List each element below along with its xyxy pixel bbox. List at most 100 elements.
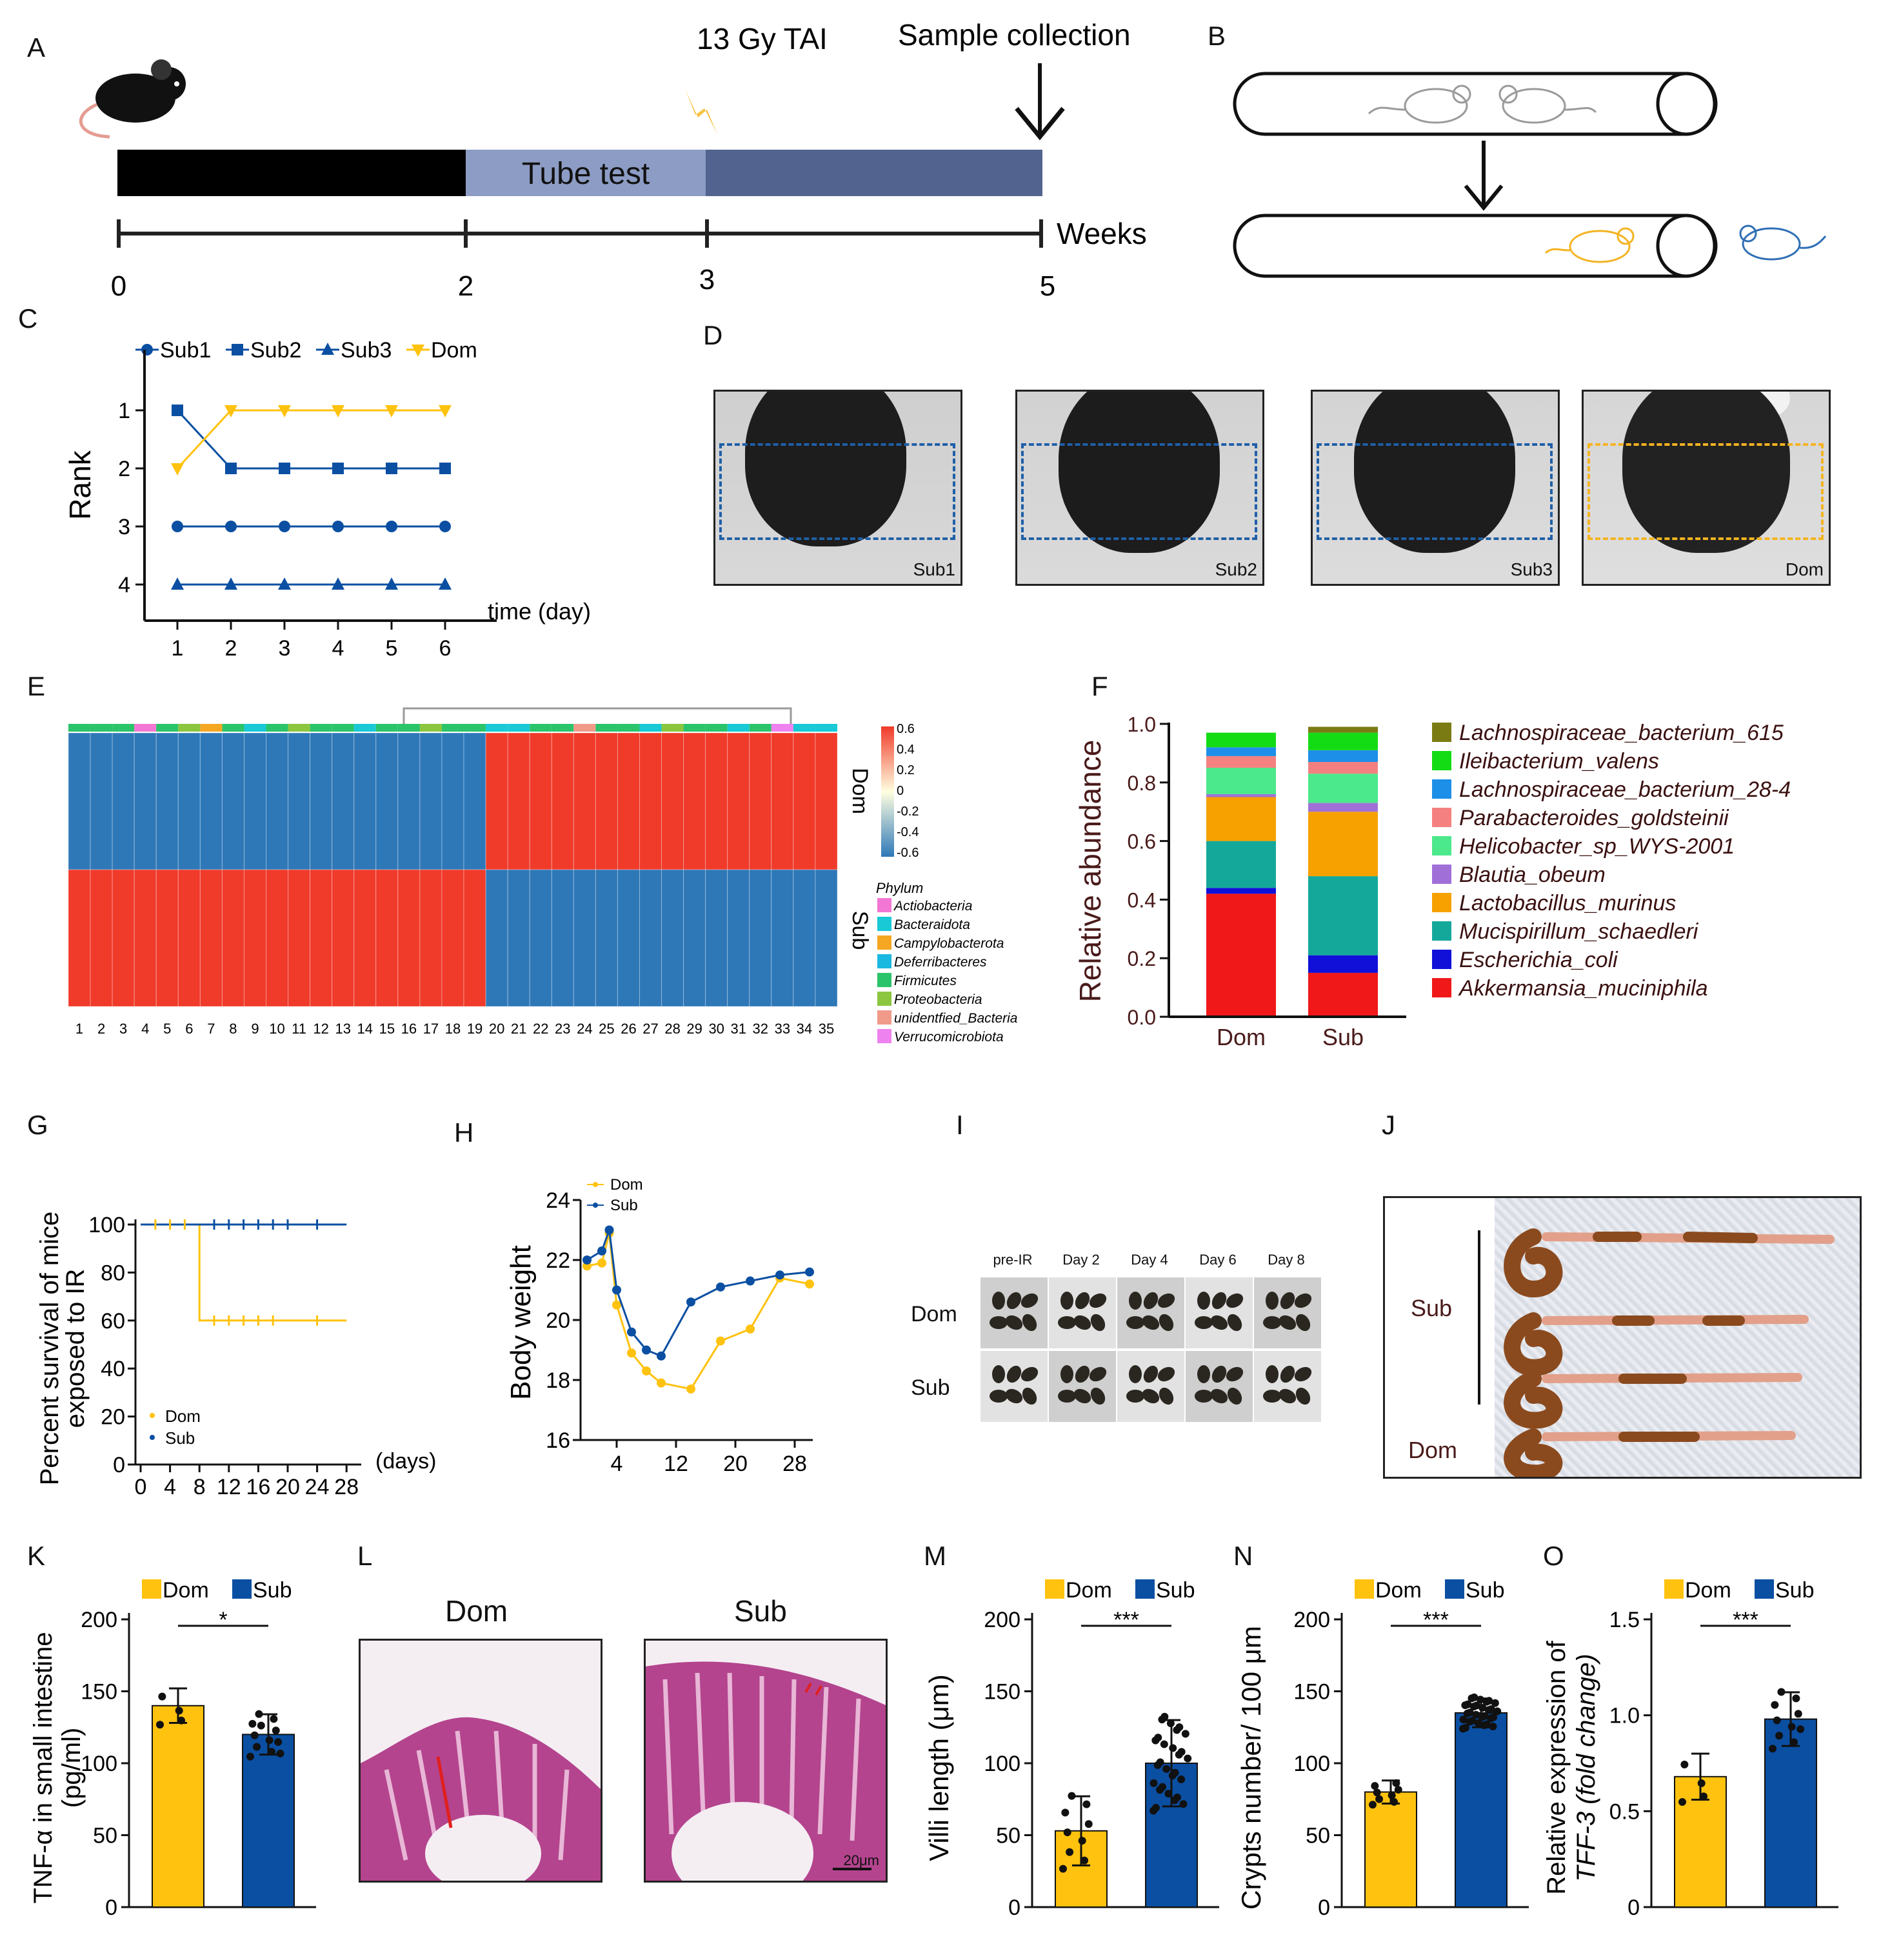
feces-pellet [1291,1364,1315,1385]
e-heat-cell-sub [793,869,816,1007]
e-scale-label: 0.6 [897,722,915,736]
feces-pellet [1224,1385,1245,1408]
c-point-sub1 [279,521,290,532]
o-ytick-label: 1.0 [1609,1704,1640,1728]
e-col-label: 19 [467,1021,483,1037]
f-legend-swatch [1432,978,1451,997]
e-heat-cell-dom [661,732,684,870]
f-ytick-label: 0.4 [1128,888,1156,912]
feces-pellet [1293,1311,1313,1334]
o-datapoint [1678,1798,1686,1806]
h-xtick-label: 12 [664,1452,688,1476]
c-point-sub3 [385,577,398,590]
e-phylum-cell [749,724,771,732]
panel-label-o: O [1543,1541,1564,1571]
h-legend-label-dom: Dom [610,1176,643,1194]
feces-pellet [1156,1385,1177,1408]
e-phylum-cell [90,724,113,732]
f-segment-akkermansia-muciniphila [1206,894,1276,1017]
e-heat-cell-sub [507,869,530,1007]
h-point-dom [597,1258,606,1268]
e-col-label: 20 [489,1021,504,1037]
feces-pellet [1139,1312,1162,1333]
e-heat-cell-dom [199,732,223,870]
c-point-sub1 [225,521,237,532]
m-datapoint [1084,1820,1093,1828]
i-row-label: Dom [911,1302,957,1326]
panel-label-n: N [1233,1541,1253,1571]
f-legend-swatch [1432,950,1451,969]
phase-3-bar [706,150,1042,196]
h-ytick-label: 16 [546,1428,570,1453]
f-segment-lachnospiraceae-bacterium-615 [1308,726,1378,733]
g-ytick-label: 40 [101,1357,125,1381]
e-col-label: 28 [664,1021,680,1037]
i-feces-cell [1186,1351,1253,1422]
c-point-sub1 [332,521,344,532]
k-datapoint [257,1721,265,1730]
e-heat-cell-sub [617,869,640,1007]
e-col-label: 4 [141,1021,149,1037]
h-point-sub [686,1297,695,1307]
h-legend-dot-sub [593,1203,598,1208]
e-heat-cell-dom [639,732,662,870]
c-point-sub3 [278,577,291,590]
panel-b-tube-diagram [1233,72,1827,278]
m-datapoint [1177,1775,1186,1784]
h-ylabel: Body weight [505,1245,537,1400]
k-datapoint [246,1752,254,1761]
e-phylum-cell [727,724,750,732]
e-phylum-cell [552,724,574,732]
e-phylum-cell [617,724,640,732]
feces-pellet [992,1365,1005,1383]
e-heat-cell-sub [332,869,355,1007]
m-datapoint [1184,1754,1192,1763]
h-legend-dot-dom [593,1182,598,1187]
h-line-sub [586,1230,810,1357]
e-heat-cell-dom [727,732,750,870]
k-legend-label-dom: Dom [163,1578,209,1603]
feces-pellet [990,1316,1008,1329]
e-phylum-cell [419,724,442,732]
n-datapoint [1468,1717,1476,1725]
f-legend-swatch [1432,865,1451,884]
f-segment-lachnospiraceae-bacterium-28-4 [1206,747,1276,756]
k-datapoint [158,1692,166,1701]
c-ytick-label: 4 [118,573,130,597]
e-heat-cell-dom [68,732,91,870]
m-datapoint [1160,1712,1169,1721]
o-legend-swatch-sub [1755,1579,1774,1599]
e-phylum-label: Deferribacteres [894,955,987,970]
e-heat-cell-dom [485,732,508,870]
m-datapoint [1068,1792,1076,1800]
e-heat-cell-dom [221,732,244,870]
e-col-label: 1 [75,1021,83,1037]
c-ytick-label: 1 [118,399,130,423]
e-heat-cell-dom [529,732,552,870]
e-heat-cell-dom [310,732,333,870]
o-datapoint [1775,1732,1784,1740]
c-point-sub3 [332,577,344,590]
h-point-dom [805,1279,814,1289]
m-ytick-label: 50 [996,1824,1020,1848]
e-scale-label: -0.6 [897,846,919,860]
i-col-label: Day 2 [1062,1252,1100,1268]
e-heat-cell-dom [771,732,794,870]
m-ytick-label: 0 [1008,1895,1020,1920]
intestine-photo: Sub Dom [1383,1196,1862,1479]
e-row-label-dom: Dom [848,768,872,814]
g-ytick-label: 80 [101,1261,125,1285]
c-ytick-label: 2 [118,457,130,481]
e-scale-label: 0 [897,784,904,798]
o-sig-label: *** [1733,1608,1758,1632]
week-tick-5: 5 [1040,270,1055,302]
e-heat-cell-sub [134,869,157,1007]
c-legend-marker [412,345,424,357]
e-heat-cell-sub [639,869,662,1007]
h-point-dom [642,1366,651,1376]
e-phylum-swatch [877,917,891,931]
e-heat-cell-dom [793,732,816,870]
e-scale-label: 0.4 [897,743,915,757]
panel-label-a: A [27,32,46,63]
